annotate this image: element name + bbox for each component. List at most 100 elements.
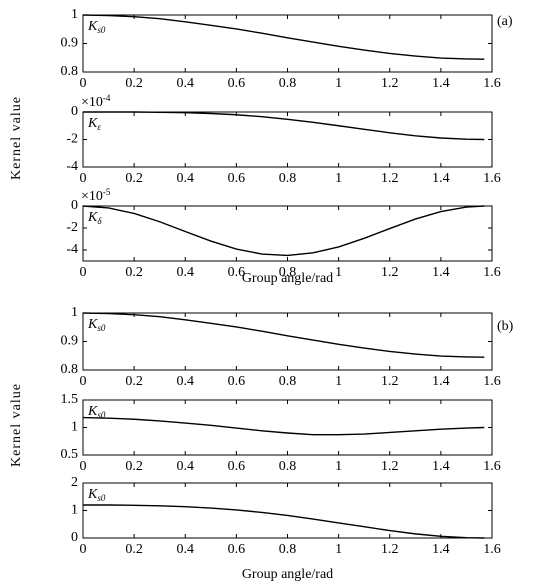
- x-tick-label: 0.2: [125, 459, 143, 474]
- y-tick-label: -4: [66, 242, 78, 257]
- x-tick-label: 0.6: [228, 265, 246, 280]
- curve-label: Ks0: [87, 487, 106, 503]
- curve-label-main: K: [87, 116, 98, 131]
- x-tick-label: 0.4: [177, 374, 195, 389]
- multiplier-exp: -5: [103, 187, 111, 197]
- curve-label-sub: s0: [97, 25, 106, 35]
- y-axis-label: Kernel value: [9, 96, 24, 180]
- x-tick-label: 0.6: [228, 374, 246, 389]
- y-tick-label: 0: [71, 104, 78, 119]
- multiplier-base: ×10: [81, 95, 103, 110]
- panel-label: (b): [497, 319, 514, 334]
- x-tick-label: 0.4: [177, 265, 195, 280]
- x-tick-label: 1: [335, 76, 342, 91]
- curve-label: Ks0: [87, 19, 106, 35]
- x-tick-label: 0.8: [279, 542, 297, 557]
- x-tick-label: 0.4: [177, 542, 195, 557]
- x-tick-label: 1.4: [432, 76, 450, 91]
- y-tick-label: 1.5: [61, 392, 79, 407]
- x-tick-label: 0.4: [177, 76, 195, 91]
- x-tick-label: 0: [80, 374, 87, 389]
- x-tick-label: 1: [335, 171, 342, 186]
- curve: [83, 504, 485, 539]
- curve-label: Ks0: [87, 404, 106, 420]
- x-tick-label: 1.2: [381, 265, 399, 280]
- x-tick-label: 0: [80, 265, 87, 280]
- x-tick-label: 0: [80, 459, 87, 474]
- x-tick-label: 0: [80, 76, 87, 91]
- curve-label-main: K: [87, 19, 98, 34]
- x-tick-label: 0.2: [125, 542, 143, 557]
- x-tick-label: 1.6: [483, 171, 501, 186]
- x-tick-label: 0.8: [279, 374, 297, 389]
- x-tick-label: 1.6: [483, 265, 501, 280]
- x-tick-label: 0.2: [125, 374, 143, 389]
- x-tick-label: 0.2: [125, 265, 143, 280]
- x-tick-label: 0.2: [125, 76, 143, 91]
- x-tick-label: 0.6: [228, 76, 246, 91]
- x-tick-label: 0.4: [177, 171, 195, 186]
- x-tick-label: 1.6: [483, 459, 501, 474]
- panel-label: (a): [497, 14, 513, 29]
- x-axis-label: Group angle/rad: [242, 567, 333, 582]
- y-tick-label: 2: [71, 475, 78, 490]
- y-axis-label: Kernel value: [9, 383, 24, 467]
- x-tick-label: 1.6: [483, 76, 501, 91]
- curve-label-sub: ε: [97, 122, 101, 132]
- x-tick-label: 1.4: [432, 171, 450, 186]
- multiplier-base: ×10: [81, 189, 103, 204]
- y-tick-label: 0.8: [61, 64, 79, 79]
- y-tick-label: 1: [71, 305, 78, 320]
- curve-label-sub: s0: [97, 323, 106, 333]
- axes-frame: [82, 399, 493, 456]
- x-tick-label: 1.2: [381, 374, 399, 389]
- x-tick-label: 0: [80, 171, 87, 186]
- x-tick-label: 0.8: [279, 171, 297, 186]
- axes-frame: [82, 111, 493, 168]
- x-tick-label: 1: [335, 542, 342, 557]
- y-tick-label: 0: [71, 198, 78, 213]
- curve-label-sub: s0: [97, 410, 106, 420]
- x-tick-label: 1.2: [381, 76, 399, 91]
- y-tick-label: 1: [71, 420, 78, 435]
- x-tick-label: 1.2: [381, 542, 399, 557]
- curve: [82, 416, 485, 436]
- x-tick-label: 1.2: [381, 459, 399, 474]
- curve-label-main: K: [87, 487, 98, 502]
- axis-multiplier: ×10-4: [81, 93, 111, 110]
- curve-label: Kε: [87, 116, 101, 132]
- y-tick-label: 0.5: [61, 447, 79, 462]
- y-tick-label: -2: [66, 220, 78, 235]
- axes-frame: [82, 312, 493, 371]
- axes-frame: [82, 14, 493, 73]
- x-tick-label: 0.8: [279, 76, 297, 91]
- x-tick-label: 1: [335, 265, 342, 280]
- y-tick-label: -4: [66, 159, 78, 174]
- x-axis-label: Group angle/rad: [242, 271, 333, 286]
- y-tick-label: 0.9: [61, 334, 79, 349]
- x-tick-label: 0.6: [228, 542, 246, 557]
- x-tick-label: 1.6: [483, 542, 501, 557]
- x-tick-label: 1.4: [432, 542, 450, 557]
- x-tick-label: 1.4: [432, 265, 450, 280]
- curve: [82, 14, 485, 60]
- curve: [82, 312, 485, 358]
- axes-frame: [82, 482, 493, 539]
- curve: [83, 111, 485, 141]
- x-tick-label: 1: [335, 459, 342, 474]
- x-tick-label: 0: [80, 542, 87, 557]
- x-tick-label: 0.8: [279, 459, 297, 474]
- multiplier-exp: -4: [103, 93, 111, 103]
- curve-label: Ks0: [87, 317, 106, 333]
- x-tick-label: 0.6: [228, 171, 246, 186]
- curve-label-main: K: [87, 317, 98, 332]
- curve-label-sub: s0: [97, 493, 106, 503]
- y-tick-label: 0.8: [61, 362, 79, 377]
- axis-multiplier: ×10-5: [81, 187, 111, 204]
- y-tick-label: -2: [66, 132, 78, 147]
- curve-label-sub: δ: [97, 216, 102, 226]
- x-tick-label: 0.6: [228, 459, 246, 474]
- curve: [82, 205, 485, 257]
- curve-label: Kδ: [87, 210, 102, 226]
